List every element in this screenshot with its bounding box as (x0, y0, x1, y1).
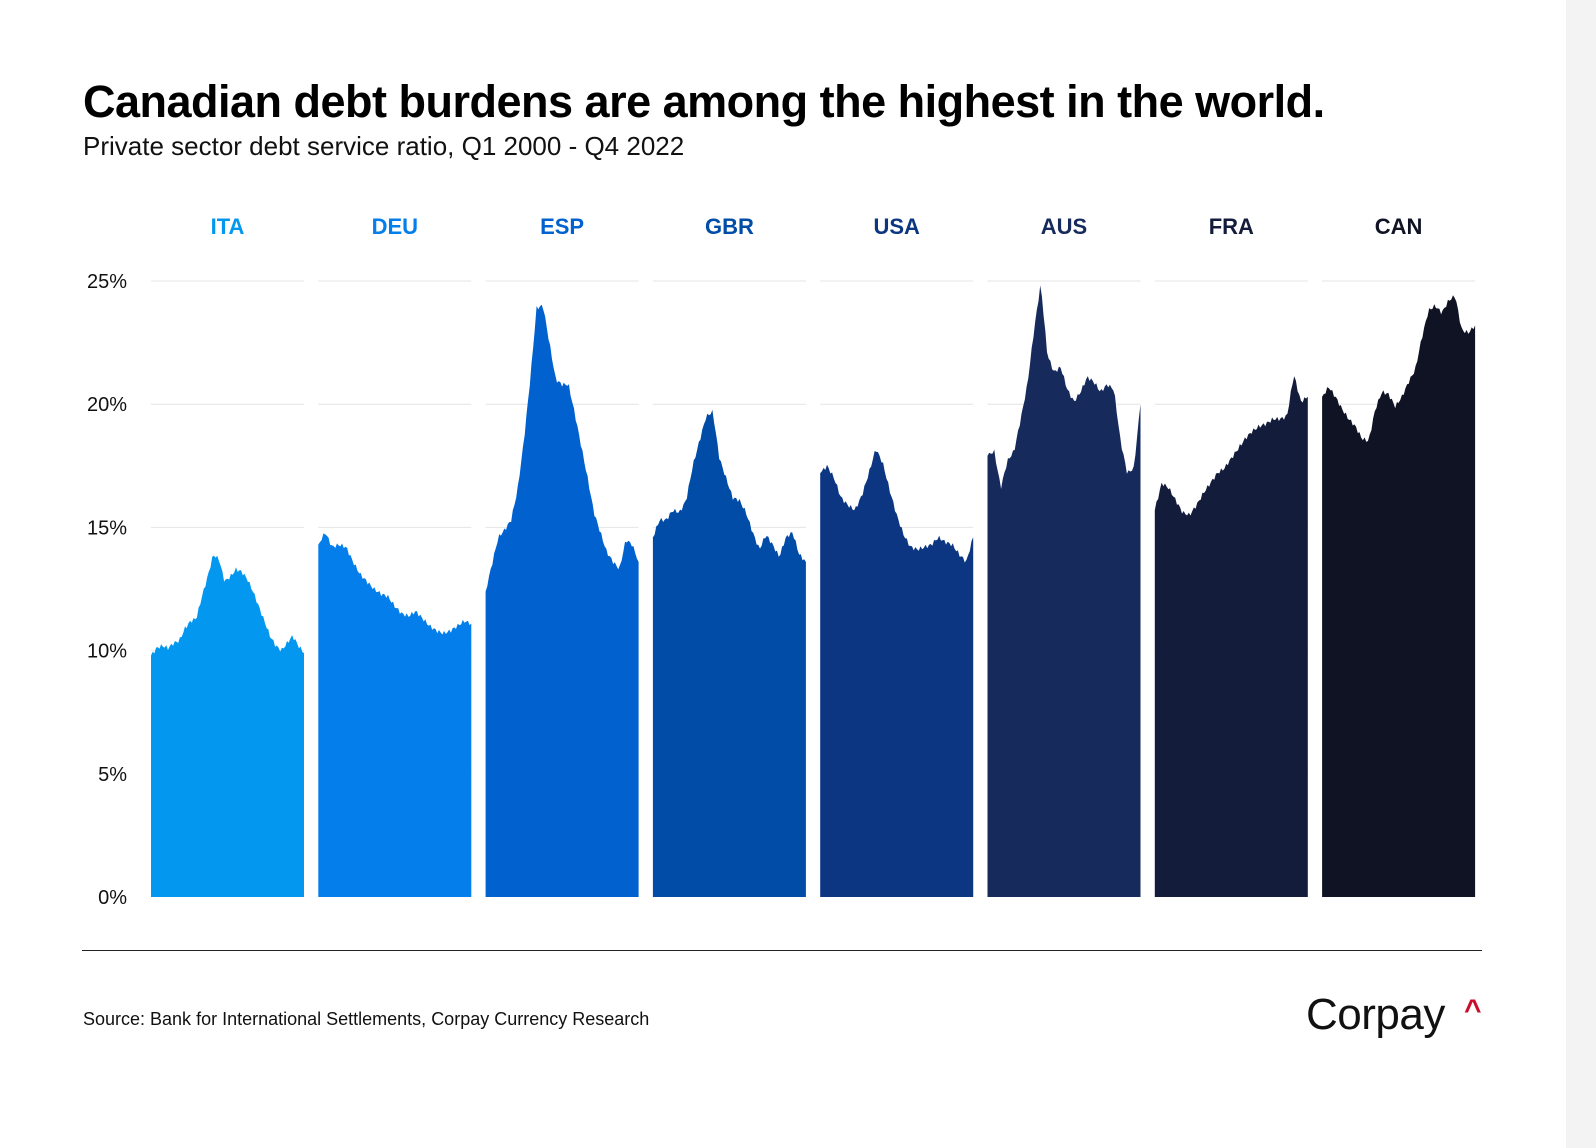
series-label-fra: FRA (1209, 214, 1254, 239)
right-edge-strip (1566, 0, 1596, 1148)
area-usa (820, 451, 974, 897)
area-fra (1154, 376, 1308, 897)
area-ita (151, 555, 304, 897)
y-tick-label: 5% (98, 764, 127, 786)
series-label-deu: DEU (372, 214, 418, 239)
source-note: Source: Bank for International Settlemen… (83, 1009, 650, 1029)
chart-title: Canadian debt burdens are among the high… (83, 76, 1325, 127)
y-tick-label: 15% (87, 517, 127, 539)
panel-can: CAN (1322, 214, 1476, 897)
y-tick-label: 20% (87, 394, 127, 416)
panel-aus: AUS (987, 214, 1141, 897)
area-can (1322, 295, 1476, 897)
y-tick-label: 0% (98, 887, 127, 909)
y-tick-label: 25% (87, 271, 127, 293)
panel-fra: FRA (1154, 214, 1308, 897)
series-label-aus: AUS (1041, 214, 1087, 239)
panel-usa: USA (820, 214, 974, 897)
footer-divider (82, 950, 1482, 951)
area-esp (485, 304, 639, 897)
y-tick-label: 10% (87, 641, 127, 663)
corpay-logo: Corpay (1306, 990, 1445, 1039)
panel-deu: DEU (318, 214, 472, 897)
series-label-can: CAN (1375, 214, 1423, 239)
series-label-ita: ITA (211, 214, 245, 239)
panel-esp: ESP (485, 214, 639, 897)
series-label-gbr: GBR (705, 214, 754, 239)
logo-caret-icon: ^ (1464, 994, 1482, 1027)
chart-subtitle: Private sector debt service ratio, Q1 20… (83, 131, 685, 161)
small-multiples-area-chart: 25% 20% 15% 10% 5% 0% ITA DEU ESP GBR USA AUS FRA CAN (87, 214, 1476, 909)
area-gbr (652, 409, 806, 897)
panel-ita: ITA (151, 214, 304, 897)
area-aus (987, 285, 1141, 897)
area-deu (318, 533, 472, 897)
series-label-esp: ESP (540, 214, 584, 239)
panel-gbr: GBR (652, 214, 806, 897)
series-label-usa: USA (873, 214, 920, 239)
